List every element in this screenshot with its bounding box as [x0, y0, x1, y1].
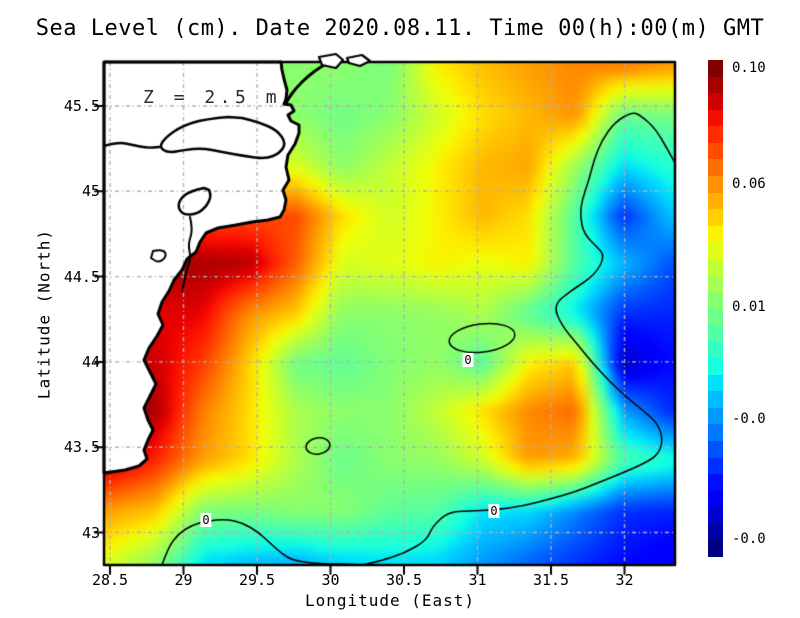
colorbar-segment — [708, 175, 723, 193]
colorbar-segment — [708, 258, 723, 276]
colorbar-segment — [708, 192, 723, 210]
colorbar-segment — [708, 474, 723, 491]
colorbar-segment — [708, 109, 723, 127]
colorbar-segment — [708, 325, 723, 342]
colorbar-segment — [708, 275, 723, 292]
y-tick-label: 45 — [81, 182, 100, 201]
colorbar-tick-label: 0.01 — [732, 299, 766, 315]
colorbar-segment — [708, 209, 723, 226]
colorbar-segment — [708, 490, 723, 508]
x-tick-label: 29 — [174, 571, 193, 589]
colorbar-segment — [708, 142, 723, 160]
depth-annotation: Z = 2.5 m — [143, 87, 282, 108]
colorbar-segment — [708, 540, 723, 557]
x-tick-label: 31.5 — [532, 571, 570, 589]
colorbar-tick-label: -0.0 — [732, 531, 766, 548]
colorbar-segment — [708, 507, 723, 524]
x-tick-label: 28.5 — [91, 571, 129, 589]
colorbar-tick-label: 0.10 — [732, 59, 766, 76]
colorbar-tick-label: 0.06 — [732, 176, 766, 193]
x-axis-label: Longitude (East) — [304, 591, 476, 610]
colorbar-segment — [708, 159, 723, 176]
x-tick-label: 30.5 — [385, 571, 423, 589]
colorbar-segment — [708, 76, 723, 94]
colorbar-segment — [708, 126, 723, 143]
colorbar-segment — [708, 523, 723, 541]
contour-zero-label: 0 — [488, 504, 500, 518]
colorbar-segment — [708, 242, 723, 259]
colorbar-segment — [708, 440, 723, 458]
colorbar-segment — [708, 374, 723, 392]
colorbar-segment — [708, 308, 723, 325]
colorbar-segment — [708, 93, 723, 110]
y-tick-label: 45.5 — [63, 97, 100, 115]
colorbar-tick-label: -0.0 — [732, 410, 766, 427]
colorbar-segment — [708, 60, 723, 77]
y-tick-label: 44.5 — [63, 267, 100, 286]
x-tick-label: 32 — [615, 571, 634, 589]
figure-title: Sea Level (cm). Date 2020.08.11. Time 00… — [35, 16, 765, 41]
colorbar-segment — [708, 358, 723, 375]
colorbar-segment — [708, 225, 723, 243]
colorbar-segment — [708, 424, 723, 441]
colorbar-segment — [708, 341, 723, 359]
y-tick-label: 44 — [81, 352, 100, 371]
colorbar-segment — [708, 391, 723, 408]
y-axis-label: Latitude (North) — [34, 228, 54, 400]
x-tick-label: 29.5 — [238, 571, 276, 589]
colorbar-segment — [708, 291, 723, 309]
contour-zero-label: 0 — [200, 513, 212, 528]
contour-zero-label: 0 — [462, 353, 474, 368]
colorbar — [708, 60, 723, 557]
colorbar-segment — [708, 457, 723, 475]
y-tick-label: 43 — [81, 523, 100, 542]
x-tick-label: 30 — [321, 571, 340, 589]
x-tick-label: 31 — [468, 571, 487, 589]
colorbar-segment — [708, 407, 723, 425]
y-tick-label: 43.5 — [63, 438, 100, 457]
